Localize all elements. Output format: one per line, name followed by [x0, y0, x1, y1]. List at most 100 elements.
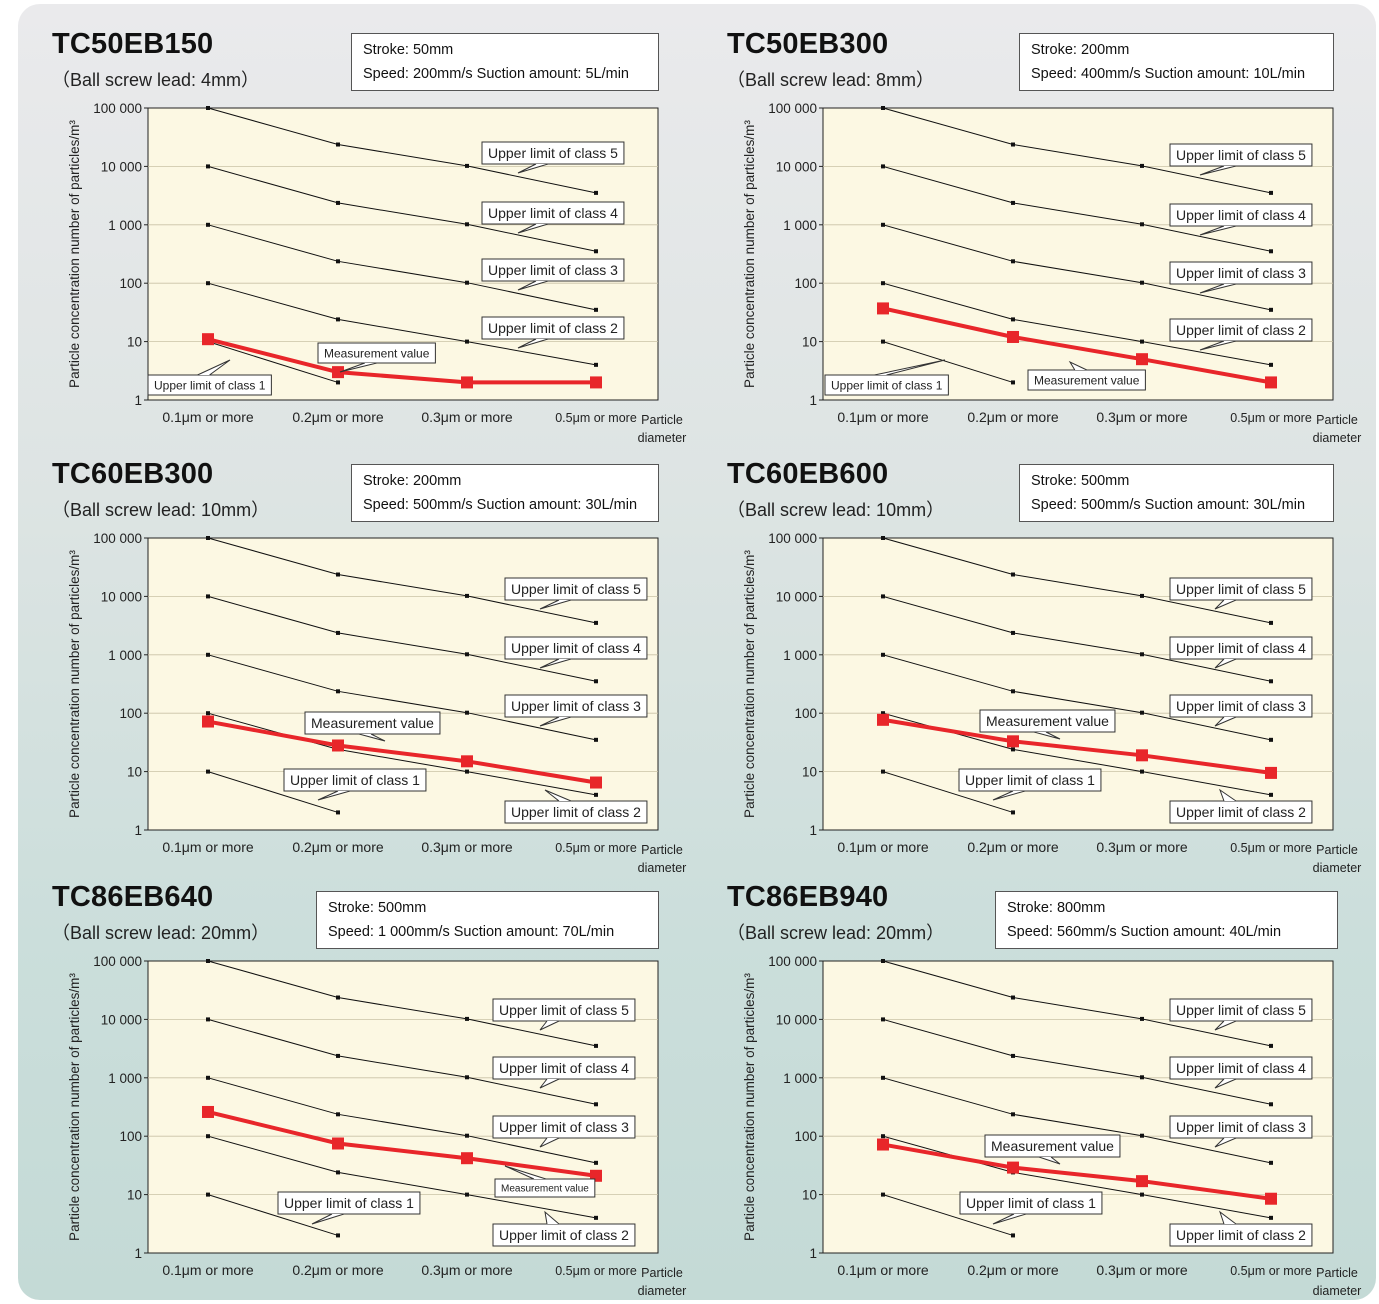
y-tick-label: 100	[119, 1129, 142, 1144]
x-tick-label: 0.2μm or more	[292, 1262, 384, 1278]
class-3-callout-text: Upper limit of class 3	[1176, 698, 1306, 714]
class-1-callout: Upper limit of class 1	[147, 359, 272, 396]
class-3-callout-pointer	[1214, 1137, 1237, 1148]
measurement-callout-text: Measurement value	[501, 1184, 589, 1195]
class-4-point	[336, 1053, 340, 1058]
spec-speed-suction: Speed: 560mm/s Suction amount: 40L/min	[1007, 924, 1282, 940]
y-tick-label: 10	[127, 1188, 142, 1203]
y-tick-label: 1 000	[108, 648, 142, 663]
x-tick-label: 0.1μm or more	[162, 1262, 254, 1278]
class-4-callout-text: Upper limit of class 4	[1176, 640, 1306, 656]
class-5-point	[206, 536, 210, 540]
spec-speed-suction: Speed: 200mm/s Suction amount: 5L/min	[363, 66, 629, 82]
class-3-line	[207, 224, 597, 311]
class-3-callout: Upper limit of class 3	[481, 258, 625, 291]
class-5-point	[1011, 142, 1015, 147]
model-title: TC86EB640	[52, 881, 214, 913]
measurement-line	[207, 1110, 597, 1178]
class-5-callout-text: Upper limit of class 5	[488, 145, 618, 161]
class-5-point	[336, 995, 340, 1000]
class-5-point	[336, 142, 340, 147]
y-tick-label: 100	[119, 706, 142, 721]
measurement-callout-text: Measurement value	[991, 1138, 1114, 1154]
class-2-callout-pointer	[1199, 340, 1237, 351]
class-3-point	[594, 307, 598, 312]
class-3-point	[206, 222, 210, 227]
class-5-point	[881, 959, 885, 963]
x-tick-label: 0.2μm or more	[292, 839, 384, 855]
class-1-line	[207, 341, 339, 383]
class-3-point	[594, 737, 598, 742]
measurement-callout: Measurement value	[979, 709, 1116, 740]
class-4-callout: Upper limit of class 4	[481, 201, 625, 234]
class-2-callout-box	[1169, 1223, 1313, 1247]
class-5-point	[1140, 163, 1144, 168]
class-4-point	[1269, 679, 1273, 684]
class-2-point	[1011, 317, 1015, 322]
measurement-callout-text: Measurement value	[311, 715, 434, 731]
class-5-callout-text: Upper limit of class 5	[1176, 581, 1306, 597]
class-5-callout-box	[492, 998, 636, 1022]
class-4-point	[206, 594, 210, 599]
measurement-point	[332, 739, 344, 752]
class-4-point	[465, 1075, 469, 1080]
class-4-callout-box	[1169, 203, 1313, 227]
class-5-point	[206, 106, 210, 110]
class-1-callout: Upper limit of class 1	[283, 768, 427, 801]
class-4-callout-box	[504, 636, 648, 660]
measurement-callout-text: Measurement value	[1034, 373, 1140, 387]
measurement-point	[461, 376, 473, 389]
x-tick-label: 0.3μm or more	[1096, 1262, 1188, 1278]
measurement-callout: Measurement value	[317, 342, 436, 373]
y-tick-label: 100	[794, 1129, 817, 1144]
class-1-line	[882, 341, 1014, 383]
chart-tc60eb300: TC60EB300 （Ball screw lead: 10mm） Stroke: …	[0, 430, 686, 875]
y-tick-label: 10	[802, 335, 817, 350]
class-5-point	[1011, 995, 1015, 1000]
y-tick-label: 1 000	[783, 648, 817, 663]
y-tick-label: 100 000	[768, 531, 817, 546]
y-tick-label: 100	[794, 706, 817, 721]
class-2-point	[594, 792, 598, 797]
y-tick-label: 10	[802, 765, 817, 780]
x-axis-label-line2: diameter	[1313, 1284, 1362, 1298]
measurement-point	[877, 1138, 889, 1151]
plot-svg: 1 10 100 1 000 10 000 100 000 Particle concent…	[742, 101, 1361, 445]
ball-screw-lead: （Ball screw lead: 4mm）	[52, 70, 260, 90]
class-5-callout-pointer	[539, 1020, 560, 1031]
x-axis-label-line2: diameter	[1313, 431, 1362, 445]
measurement-callout-box	[304, 711, 441, 735]
spec-stroke: Stroke: 200mm	[1031, 42, 1130, 58]
measurement-line	[882, 1142, 1272, 1201]
class-4-point	[1011, 200, 1015, 205]
x-tick-label: 0.1μm or more	[837, 409, 929, 425]
measurement-callout-text: Measurement value	[986, 713, 1109, 729]
class-5-callout: Upper limit of class 5	[1169, 998, 1313, 1031]
x-tick-label: 0.3μm or more	[421, 839, 513, 855]
x-tick-label: 0.3μm or more	[1096, 839, 1188, 855]
y-tick-label: 1 000	[108, 1071, 142, 1086]
measurement-callout-pointer	[504, 1165, 547, 1180]
spec-stroke: Stroke: 500mm	[328, 900, 427, 916]
spec-speed-suction: Speed: 500mm/s Suction amount: 30L/min	[1031, 497, 1306, 513]
chart-tc50eb150: TC50EB150 （Ball screw lead: 4mm） Stroke: 5…	[0, 0, 686, 445]
class-2-line	[207, 282, 597, 366]
class-2-callout-box	[1169, 800, 1313, 824]
class-4-point	[336, 630, 340, 635]
y-tick-label: 10 000	[776, 589, 817, 604]
class-1-callout-text: Upper limit of class 1	[284, 1195, 414, 1211]
class-3-callout-pointer	[1214, 716, 1237, 727]
y-tick-label: 1	[134, 823, 142, 838]
x-axis-label-line1: Particle	[1316, 1266, 1358, 1280]
class-2-point	[1140, 769, 1144, 774]
class-4-line	[207, 1018, 597, 1105]
chart-tc86eb940: TC86EB940 （Ball screw lead: 20mm） Stroke: …	[675, 853, 1361, 1298]
class-5-point	[594, 190, 598, 195]
class-2-callout: Upper limit of class 2	[1169, 788, 1313, 824]
class-1-callout-pointer	[992, 790, 1026, 801]
y-tick-label: 100	[794, 276, 817, 291]
y-tick-label: 100 000	[768, 101, 817, 116]
class-4-line	[882, 595, 1272, 682]
class-3-point	[336, 1112, 340, 1117]
class-1-callout: Upper limit of class 1	[824, 359, 949, 396]
